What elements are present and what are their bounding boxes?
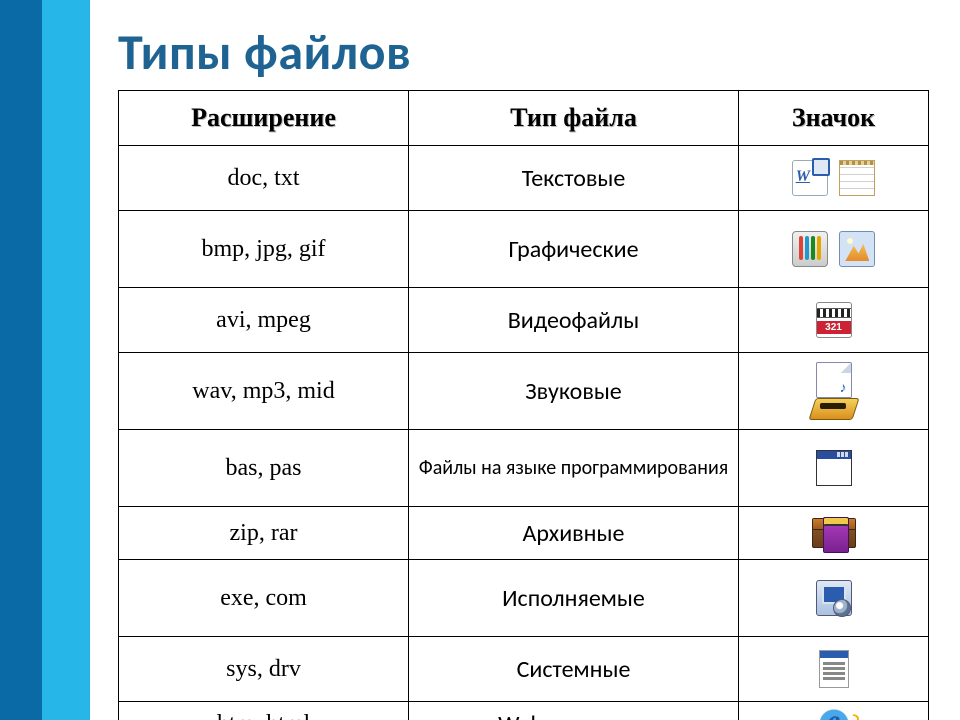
table-row: bas, pas Файлы на языке программирования — [119, 430, 929, 507]
cell-extension: sys, drv — [119, 637, 409, 702]
col-icon: Значок — [739, 91, 929, 146]
cell-icons — [739, 211, 929, 288]
cell-extension: doc, txt — [119, 146, 409, 211]
col-extension: Расширение — [119, 91, 409, 146]
winamp-icon — [808, 398, 859, 420]
cell-extension: wav, mp3, mid — [119, 353, 409, 430]
paint-cup-icon — [792, 231, 828, 267]
table-row: htm, html Web-страницы — [119, 702, 929, 720]
cell-icons — [739, 507, 929, 560]
cell-icons — [739, 430, 929, 507]
cell-icons — [739, 353, 929, 430]
picture-icon — [839, 231, 875, 267]
sidebar-stripe-light — [42, 0, 90, 720]
cell-filetype: Архивные — [409, 507, 739, 560]
table-header-row: Расширение Тип файла Значок — [119, 91, 929, 146]
cell-icons — [739, 637, 929, 702]
slide: Типы файлов Расширение Тип файла Значок … — [0, 0, 960, 720]
table-row: doc, txt Текстовые — [119, 146, 929, 211]
internet-explorer-icon — [816, 706, 852, 720]
cell-icons — [739, 288, 929, 353]
cell-filetype: Звуковые — [409, 353, 739, 430]
notepad-icon — [839, 160, 875, 196]
word-icon — [792, 160, 828, 196]
cell-icons — [739, 560, 929, 637]
cell-extension: bmp, jpg, gif — [119, 211, 409, 288]
winrar-books-icon — [812, 518, 856, 548]
cell-extension: zip, rar — [119, 507, 409, 560]
table-row: wav, mp3, mid Звуковые — [119, 353, 929, 430]
installer-icon — [816, 580, 852, 616]
table-row: bmp, jpg, gif Графические — [119, 211, 929, 288]
cell-filetype: Web-страницы — [409, 702, 739, 720]
cell-extension: htm, html — [119, 702, 409, 720]
cell-extension: avi, mpeg — [119, 288, 409, 353]
file-types-table: Расширение Тип файла Значок doc, txt Тек… — [118, 90, 928, 720]
cell-filetype: Графические — [409, 211, 739, 288]
media-player-classic-icon — [816, 302, 852, 338]
page-title: Типы файлов — [118, 22, 411, 83]
cell-extension: bas, pas — [119, 430, 409, 507]
col-filetype: Тип файла — [409, 91, 739, 146]
cell-filetype: Видеофайлы — [409, 288, 739, 353]
cell-filetype: Текстовые — [409, 146, 739, 211]
cell-filetype: Файлы на языке программирования — [409, 430, 739, 507]
sidebar-stripe-dark — [0, 0, 42, 720]
table-row: zip, rar Архивные — [119, 507, 929, 560]
cell-icons — [739, 146, 929, 211]
table-row: exe, com Исполняемые — [119, 560, 929, 637]
table-row: sys, drv Системные — [119, 637, 929, 702]
cell-icons — [739, 702, 929, 720]
sound-file-icon — [816, 362, 852, 398]
system-file-icon — [819, 650, 849, 688]
window-frame-icon — [816, 450, 852, 486]
table-row: avi, mpeg Видеофайлы — [119, 288, 929, 353]
cell-filetype: Системные — [409, 637, 739, 702]
cell-extension: exe, com — [119, 560, 409, 637]
cell-filetype: Исполняемые — [409, 560, 739, 637]
